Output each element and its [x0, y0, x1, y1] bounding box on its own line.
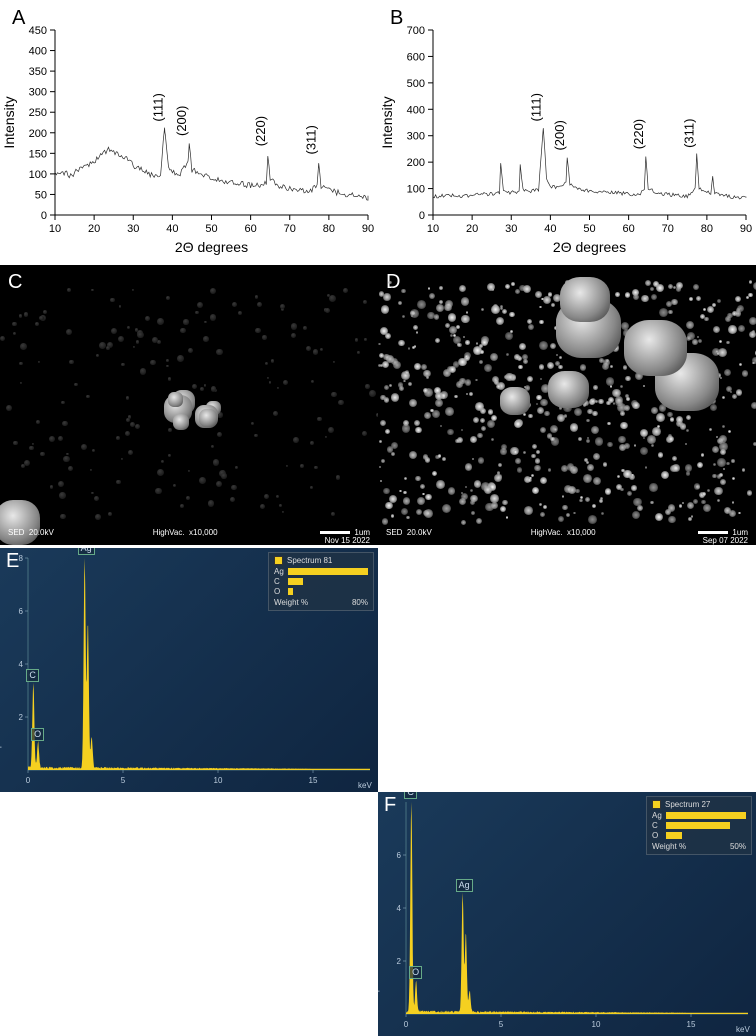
svg-text:keV: keV — [736, 1025, 750, 1034]
svg-text:(220): (220) — [253, 116, 268, 146]
sem-kv: 20.0kV — [407, 528, 432, 537]
scale-bar-icon — [698, 531, 728, 534]
svg-text:2: 2 — [19, 713, 24, 722]
svg-text:70: 70 — [662, 223, 674, 235]
svg-text:(111): (111) — [150, 93, 165, 121]
svg-text:(311): (311) — [304, 125, 319, 154]
svg-text:15: 15 — [687, 1020, 696, 1029]
edx-peak-label: O — [31, 728, 44, 741]
sem-sed: SED — [386, 528, 402, 537]
svg-text:30: 30 — [505, 223, 517, 235]
svg-text:30: 30 — [127, 223, 139, 235]
sem-date: Sep 07 2022 — [703, 536, 748, 545]
panel-b-xrd: B 10 20 30 40 50 60 70 80 90 0 100 200 300 400 500 600 7… — [378, 5, 756, 260]
svg-text:10: 10 — [49, 223, 61, 235]
svg-text:600: 600 — [407, 51, 425, 63]
panel-e-edx: E 2468051015keV Spectrum 81AgCOWeight %8… — [0, 548, 378, 792]
svg-text:20: 20 — [466, 223, 478, 235]
svg-text:40: 40 — [544, 223, 556, 235]
svg-text:(220): (220) — [631, 119, 646, 149]
svg-text:10: 10 — [427, 223, 439, 235]
edx-y-label: cps/eV — [0, 728, 2, 752]
svg-text:2: 2 — [397, 957, 402, 966]
svg-text:90: 90 — [740, 223, 752, 235]
svg-text:150: 150 — [29, 148, 47, 160]
svg-text:6: 6 — [397, 851, 402, 860]
edx-legend: Spectrum 27AgCOWeight %50% — [646, 796, 752, 855]
edx-legend: Spectrum 81AgCOWeight %80% — [268, 552, 374, 611]
svg-text:100: 100 — [407, 184, 425, 196]
svg-text:80: 80 — [323, 223, 335, 235]
svg-text:(111): (111) — [528, 93, 543, 121]
svg-text:700: 700 — [407, 25, 425, 37]
edx-peak-label: Ag — [78, 548, 95, 555]
svg-text:50: 50 — [583, 223, 595, 235]
edx-peak-label: Ag — [456, 879, 473, 892]
panel-c-sem: C SED 20.0kV HighVac. x10,000 1um Nov 15… — [0, 265, 378, 545]
panel-f-label: F — [384, 794, 396, 817]
svg-text:60: 60 — [245, 223, 257, 235]
panel-a-xrd: A 10 20 30 40 50 60 70 80 90 0 50 100 150 200 250 300 35… — [0, 5, 378, 260]
svg-text:250: 250 — [29, 107, 47, 119]
svg-text:0: 0 — [404, 1020, 409, 1029]
svg-text:450: 450 — [29, 25, 47, 37]
svg-text:2Θ degrees: 2Θ degrees — [553, 239, 626, 255]
sem-vac: HighVac. — [153, 528, 185, 537]
svg-text:keV: keV — [358, 781, 372, 790]
sem-mag: x10,000 — [189, 528, 217, 537]
sem-info-bar: SED 20.0kV HighVac. x10,000 1um — [378, 528, 756, 537]
svg-text:350: 350 — [29, 66, 47, 78]
svg-text:10: 10 — [592, 1020, 601, 1029]
svg-text:5: 5 — [499, 1020, 504, 1029]
svg-text:5: 5 — [121, 776, 126, 785]
svg-text:4: 4 — [19, 660, 24, 669]
svg-text:20: 20 — [88, 223, 100, 235]
svg-text:400: 400 — [407, 104, 425, 116]
svg-text:100: 100 — [29, 169, 47, 181]
svg-text:Intensity: Intensity — [379, 96, 395, 148]
svg-text:15: 15 — [309, 776, 318, 785]
edx-y-label: cps/eV — [378, 972, 380, 996]
svg-text:400: 400 — [29, 46, 47, 58]
svg-text:2Θ degrees: 2Θ degrees — [175, 239, 248, 255]
svg-text:70: 70 — [284, 223, 296, 235]
edx-peak-label: C — [404, 792, 417, 799]
svg-text:0: 0 — [41, 210, 47, 222]
edx-peak-label: C — [26, 669, 39, 682]
svg-text:200: 200 — [407, 157, 425, 169]
sem-info-bar: SED 20.0kV HighVac. x10,000 1um — [0, 528, 378, 537]
svg-text:90: 90 — [362, 223, 374, 235]
sem-vac: HighVac. — [531, 528, 563, 537]
svg-text:0: 0 — [26, 776, 31, 785]
svg-text:10: 10 — [214, 776, 223, 785]
panel-b-label: B — [390, 7, 403, 30]
svg-text:80: 80 — [701, 223, 713, 235]
panel-a-label: A — [12, 7, 25, 30]
sem-sed: SED — [8, 528, 24, 537]
panel-f-edx: F 2 4 6 0 5 10 15 keV Spectrum 27AgCOWeight %50… — [378, 792, 756, 1036]
svg-text:60: 60 — [623, 223, 635, 235]
edx-peak-label: O — [409, 966, 422, 979]
panel-d-sem: D SED 20.0kV HighVac. x10,000 1um Sep 07… — [378, 265, 756, 545]
svg-text:(311): (311) — [682, 119, 697, 148]
svg-text:300: 300 — [407, 131, 425, 143]
svg-text:300: 300 — [29, 87, 47, 99]
svg-text:200: 200 — [29, 128, 47, 140]
sem-kv: 20.0kV — [29, 528, 54, 537]
sem-date: Nov 15 2022 — [325, 536, 370, 545]
svg-text:500: 500 — [407, 78, 425, 90]
svg-text:4: 4 — [397, 904, 402, 913]
svg-text:Intensity: Intensity — [1, 96, 17, 148]
svg-text:0: 0 — [419, 210, 425, 222]
svg-text:50: 50 — [35, 189, 47, 201]
panel-e-label: E — [6, 550, 19, 573]
sem-mag: x10,000 — [567, 528, 595, 537]
svg-text:40: 40 — [166, 223, 178, 235]
svg-text:(200): (200) — [174, 106, 189, 136]
svg-text:(200): (200) — [552, 120, 567, 150]
svg-text:6: 6 — [19, 607, 24, 616]
svg-text:50: 50 — [205, 223, 217, 235]
scale-bar-icon — [320, 531, 350, 534]
